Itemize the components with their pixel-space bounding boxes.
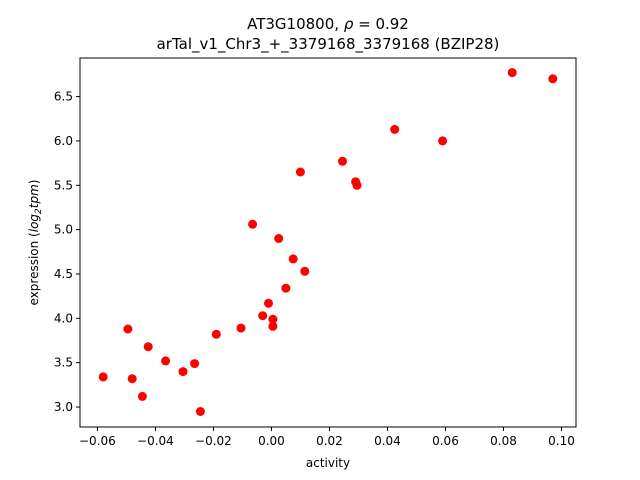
- data-point-23: [352, 180, 362, 190]
- y-tick-label: 5.0: [54, 223, 73, 237]
- x-tick-label: 0.08: [490, 434, 517, 448]
- data-point-18: [288, 254, 298, 264]
- y-axis-label: expression (log2tpm): [27, 180, 44, 306]
- title-prefix: AT3G10800,: [247, 15, 344, 33]
- data-point-2: [127, 374, 137, 384]
- y-tick-label: 4.0: [54, 311, 73, 325]
- data-point-16: [274, 234, 284, 243]
- title-rho-value: = 0.92: [353, 15, 409, 33]
- chart-title-line1: AT3G10800, ρ = 0.92: [247, 15, 409, 33]
- data-point-19: [295, 167, 305, 177]
- data-point-15: [268, 314, 278, 324]
- data-point-1: [123, 324, 133, 334]
- data-point-8: [195, 407, 205, 416]
- x-tick-label: 0.02: [316, 434, 343, 448]
- y-tick-label: 3.5: [54, 356, 73, 370]
- y-tick-label: 6.5: [54, 90, 73, 104]
- data-point-4: [143, 342, 153, 352]
- y-tick-label: 3.0: [54, 400, 73, 414]
- data-point-17: [281, 283, 291, 293]
- data-point-6: [178, 367, 188, 377]
- data-point-25: [438, 136, 448, 146]
- data-point-27: [548, 74, 558, 84]
- data-point-20: [300, 266, 310, 276]
- y-tick-label: 5.5: [54, 178, 73, 192]
- data-point-11: [248, 219, 258, 229]
- data-point-13: [264, 298, 273, 308]
- points-layer: [98, 68, 558, 416]
- data-point-24: [390, 124, 400, 134]
- data-point-9: [211, 329, 221, 339]
- data-point-14: [268, 321, 278, 331]
- chart-title-line2: arTal_v1_Chr3_+_3379168_3379168 (BZIP28): [157, 35, 500, 54]
- ylabel-sub: 2: [34, 208, 44, 214]
- data-point-26: [507, 68, 517, 78]
- x-tick-label: 0.04: [374, 434, 401, 448]
- x-axis-label: activity: [306, 456, 350, 470]
- title-rho-symbol: ρ: [344, 15, 354, 33]
- y-tick-label: 6.0: [54, 134, 73, 148]
- data-point-5: [161, 356, 171, 366]
- x-tick-label: −0.02: [195, 434, 232, 448]
- x-axis: −0.06 −0.04 −0.02 0.00 0.02 0.04 0.06 0.08 0.10: [79, 427, 575, 448]
- data-point-7: [190, 359, 200, 369]
- data-point-0: [98, 372, 108, 382]
- x-tick-label: 0.06: [432, 434, 459, 448]
- data-point-12: [258, 311, 268, 321]
- ylabel-tpm: tpm: [27, 184, 41, 208]
- ylabel-log: log: [27, 214, 41, 233]
- x-tick-label: 0.00: [258, 434, 285, 448]
- data-point-10: [236, 323, 246, 333]
- ylabel-suffix: ): [27, 180, 41, 185]
- ylabel-prefix: expression (: [27, 232, 41, 305]
- x-tick-label: 0.10: [548, 434, 575, 448]
- y-axis: 3.0 3.5 4.0 4.5 5.0 5.5 6.0 6.5: [54, 90, 80, 414]
- data-point-21: [338, 156, 347, 166]
- x-tick-label: −0.06: [79, 434, 116, 448]
- data-point-3: [137, 391, 147, 401]
- y-tick-label: 4.5: [54, 267, 73, 281]
- x-tick-label: −0.04: [137, 434, 174, 448]
- plot-frame: [79, 57, 577, 428]
